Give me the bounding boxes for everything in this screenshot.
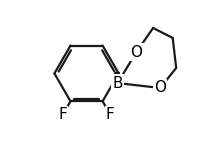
- Text: F: F: [58, 107, 67, 122]
- Text: O: O: [131, 45, 142, 60]
- Text: B: B: [112, 76, 123, 91]
- Text: O: O: [154, 80, 166, 95]
- Text: F: F: [106, 107, 115, 122]
